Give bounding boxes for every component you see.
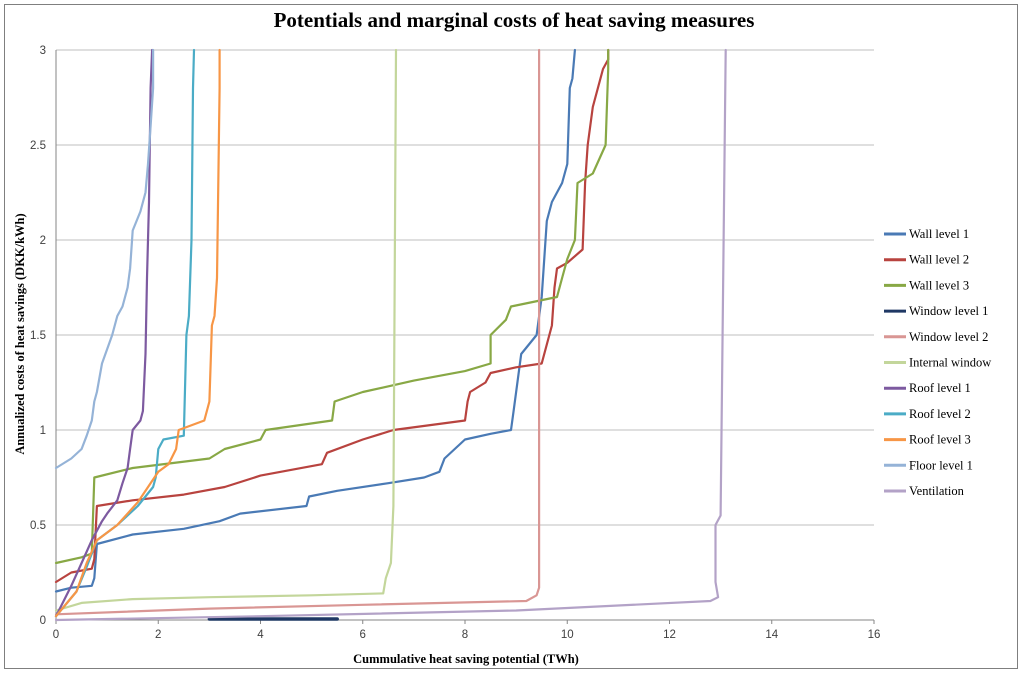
y-tick-label: 2.5 [30,140,46,152]
series-line-roof-level-1 [54,48,154,618]
legend-label: Roof level 2 [909,407,971,421]
legend: Wall level 1 Wall level 2 Wall level 3 Wind… [884,227,991,498]
legend-label: Ventilation [909,484,965,498]
x-tick-label: 8 [462,629,468,641]
legend-label: Roof level 1 [909,381,971,395]
series-line-window-level-2 [54,48,541,616]
series-line-wall-level-3 [54,48,610,565]
series-line-ventilation [54,48,727,622]
x-tick-label: 12 [663,629,676,641]
series-line-roof-level-2 [54,48,196,618]
series-line-wall-level-2 [54,48,610,584]
legend-label: Wall level 1 [909,227,969,241]
y-tick-label: 1 [40,425,46,437]
legend-label: Wall level 2 [909,253,969,267]
series-line-internal-window [54,48,398,612]
chart-title: Potentials and marginal costs of heat sa… [274,8,755,32]
y-axis-ticks: 0 0.5 1 1.5 2 2.5 3 [30,45,46,627]
legend-label: Floor level 1 [909,458,973,472]
y-tick-label: 0.5 [30,520,46,532]
y-tick-label: 0 [40,615,46,627]
gridlines [56,49,874,621]
x-axis-ticks: 0 2 4 6 8 10 12 14 16 [53,620,881,641]
chart-frame [4,4,1018,669]
y-tick-label: 1.5 [30,330,46,342]
series-group [54,48,727,622]
y-tick-label: 3 [40,45,46,57]
legend-label: Window level 2 [909,330,988,344]
legend-label: Wall level 3 [909,278,969,292]
legend-label: Roof level 3 [909,433,971,447]
legend-label: Window level 1 [909,304,988,318]
x-tick-label: 4 [257,629,264,641]
x-axis-label: Cummulative heat saving potential (TWh) [353,652,579,666]
legend-label: Internal window [909,356,991,370]
x-tick-label: 14 [765,629,778,641]
x-tick-label: 2 [155,629,161,641]
x-tick-label: 0 [53,629,59,641]
y-tick-label: 2 [40,235,46,247]
series-line-wall-level-1 [54,48,576,593]
series-line-roof-level-3 [54,48,221,618]
x-tick-label: 16 [868,629,881,641]
y-axis-label: Annualized costs of heat savings (DKK/kW… [13,213,27,454]
x-tick-label: 6 [360,629,366,641]
x-tick-label: 10 [561,629,574,641]
series-line-floor-level-1 [54,48,155,470]
